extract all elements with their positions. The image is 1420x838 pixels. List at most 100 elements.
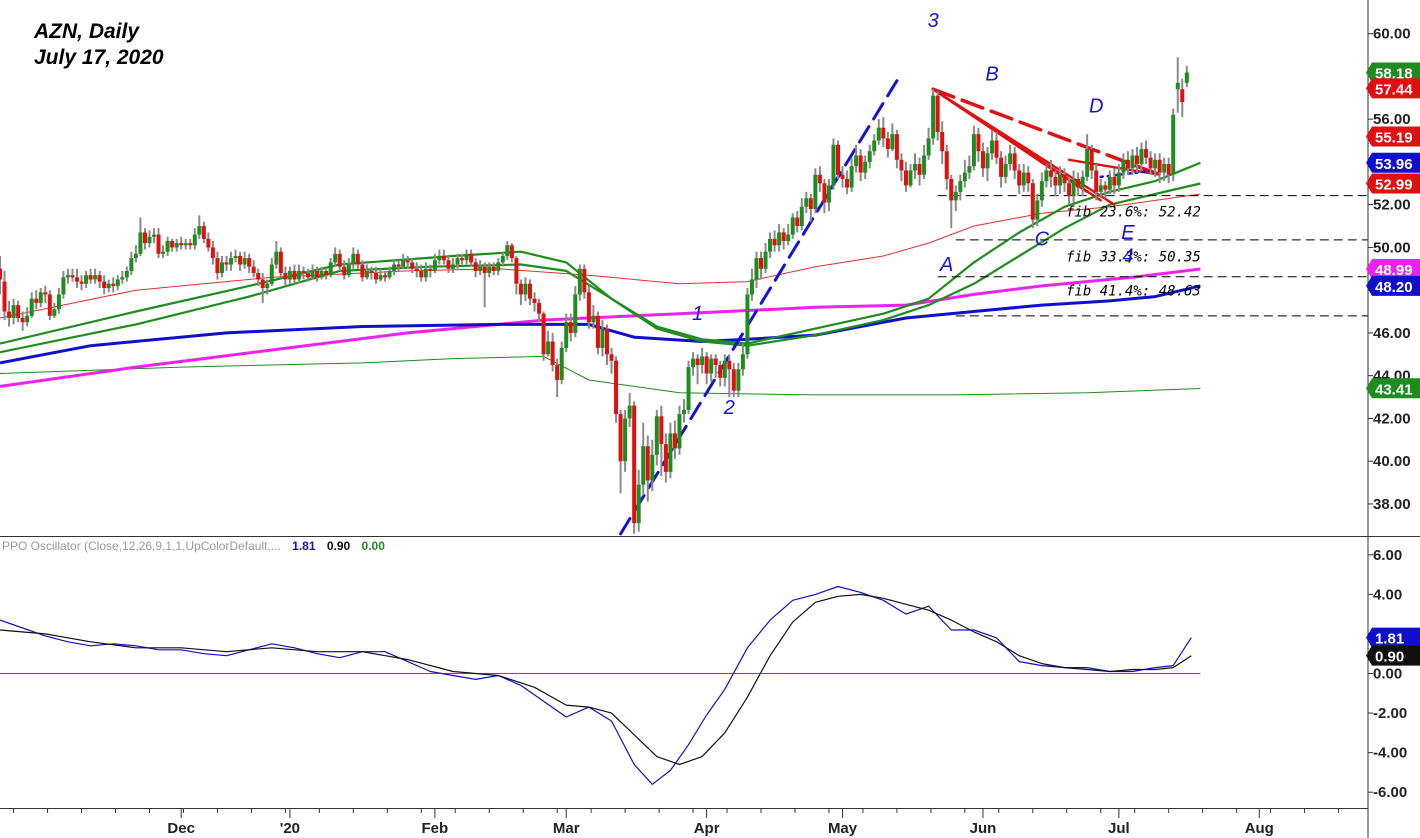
price-tag-shape [1366, 173, 1420, 194]
candle-body [38, 292, 43, 303]
candle-body [822, 183, 827, 203]
candle-body [392, 264, 397, 271]
candle-body [242, 258, 247, 265]
candle-body [419, 270, 424, 278]
ppo-value-2: 0.90 [327, 539, 351, 553]
price-tag-label: 55.19 [1375, 129, 1413, 146]
candle-body [61, 277, 66, 295]
candle-body [1030, 183, 1035, 220]
candle-body [840, 174, 845, 180]
candle-body [1116, 172, 1121, 186]
candle-body [1044, 170, 1049, 182]
candle-body [351, 253, 356, 265]
candle-body [618, 414, 623, 462]
candle-body [25, 315, 30, 323]
candle-body [953, 191, 958, 201]
candle-body [849, 166, 854, 188]
candle-body [405, 260, 410, 263]
x-tick-label: Dec [167, 820, 195, 837]
candle-body [582, 268, 587, 293]
candle-body [1180, 89, 1185, 103]
fib-label: fib 23.6%: 52.42 [1066, 204, 1201, 220]
candle-body [650, 454, 655, 481]
candle-body [990, 140, 995, 154]
candle-body [505, 245, 510, 256]
moving-average-green [0, 182, 1201, 354]
candle-body [654, 416, 659, 455]
candle-body [464, 253, 469, 261]
candle-body [450, 264, 455, 269]
candle-body [894, 134, 899, 160]
fib-label: fib 33.3%: 50.35 [1066, 249, 1201, 265]
candle-body [478, 266, 483, 271]
candle-body [1162, 164, 1167, 173]
candle-body [170, 241, 175, 248]
candle-body [43, 292, 48, 295]
candle-body [20, 317, 25, 323]
ppo-label-text: PPO Oscillator (Close,12,26,9,1,1,UpColo… [2, 539, 281, 553]
candle-body [863, 161, 868, 173]
candle-body [52, 309, 57, 316]
y-tick-label: 50.00 [1373, 239, 1411, 256]
candle-body [346, 264, 351, 276]
candle-body [614, 360, 619, 415]
wave-label: B [985, 64, 998, 86]
y-tick-label: 46.00 [1373, 325, 1411, 342]
candle-body [786, 234, 791, 242]
candle-body [1130, 155, 1135, 169]
candle-body [1175, 82, 1180, 90]
candle-body [994, 140, 999, 158]
candle-body [1125, 159, 1130, 169]
candle-body [192, 234, 197, 246]
candle-body [799, 206, 804, 227]
candle-body [1057, 174, 1062, 186]
candle-body [16, 305, 21, 318]
candle-body [97, 275, 102, 282]
x-tick-label: Aug [1245, 820, 1274, 837]
candle-body [940, 131, 945, 152]
candle-body [247, 258, 252, 267]
candle-body [559, 347, 564, 380]
candle-body [949, 179, 954, 201]
candle-body [355, 253, 360, 265]
candle-body [944, 151, 949, 180]
candle-body [772, 238, 777, 246]
y-tick-label: 40.00 [1373, 453, 1411, 470]
moving-average-blue [0, 284, 1201, 365]
candle-body [333, 253, 338, 263]
x-tick-label: Jun [970, 820, 997, 837]
candle-body [274, 251, 279, 265]
price-tag-label: 48.99 [1375, 262, 1413, 279]
chart-title: AZN, Daily [34, 20, 140, 43]
candle-body [106, 283, 111, 289]
y-tick-label: 38.00 [1373, 496, 1411, 513]
candle-body [976, 134, 981, 152]
candle-body [722, 360, 727, 378]
candle-body [446, 260, 451, 269]
price-tag-label: 43.41 [1375, 381, 1413, 398]
candle-body [328, 262, 333, 276]
candle-body [414, 268, 419, 271]
candle-body [197, 226, 202, 235]
chart-subtitle: July 17, 2020 [34, 46, 164, 69]
candle-body [183, 243, 188, 246]
candle-body [604, 328, 609, 355]
wave-label: 1 [692, 303, 703, 325]
candle-body [999, 157, 1004, 177]
moving-averages [0, 161, 1201, 396]
candle-body [1039, 181, 1044, 201]
candle-body [364, 270, 369, 278]
candle-body [360, 264, 365, 278]
candle-body [867, 151, 872, 162]
candle-body [1184, 72, 1189, 83]
candle-body [206, 238, 211, 248]
candle-body [790, 217, 795, 235]
candle-body [432, 260, 437, 271]
candle-body [858, 155, 863, 173]
candle-body [845, 179, 850, 188]
candle-body [1012, 153, 1017, 171]
ppo-y-tick-label: 0.00 [1373, 665, 1402, 682]
candle-body [84, 275, 89, 284]
candle-body [645, 446, 650, 481]
